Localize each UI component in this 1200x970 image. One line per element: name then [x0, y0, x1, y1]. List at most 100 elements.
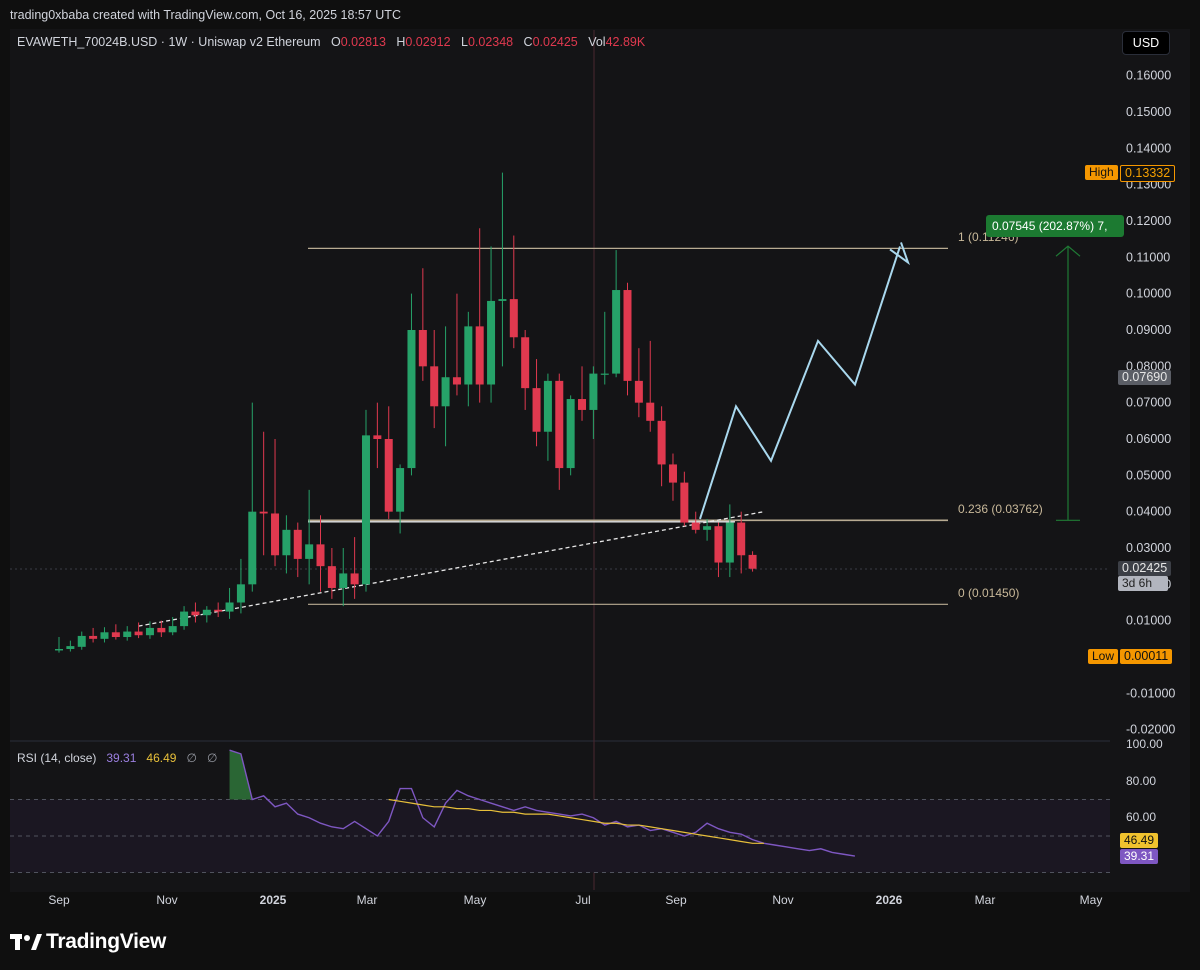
price-axis-label: 0.09000 — [1126, 323, 1171, 337]
candle-body — [66, 646, 75, 650]
candle-body — [77, 635, 86, 647]
time-axis-label: Nov — [156, 893, 177, 907]
rsi-ma-tag: 46.49 — [1120, 833, 1159, 848]
candle-body — [282, 529, 291, 556]
high-value: 0.02912 — [405, 35, 451, 49]
close-label: C — [523, 35, 533, 49]
price-axis-label: 0.16000 — [1126, 69, 1171, 83]
fib-label-0: 0 (0.01450) — [958, 586, 1020, 600]
candle-body — [509, 299, 518, 338]
price-axis-label: -0.02000 — [1126, 723, 1175, 737]
candle-body — [589, 373, 598, 410]
time-axis-label: Sep — [665, 893, 687, 907]
projection-line — [699, 246, 901, 520]
price-axis-label: 0.06000 — [1126, 432, 1171, 446]
candle-body — [180, 611, 189, 627]
measure-arrowhead — [1055, 245, 1081, 257]
candle-body — [384, 439, 393, 512]
candle-body — [202, 609, 211, 616]
high-price-tag: 0.13332 — [1120, 165, 1176, 182]
time-axis-label: May — [1080, 893, 1103, 907]
currency-button[interactable]: USD — [1122, 31, 1170, 55]
rsi-value-tag: 39.31 — [1120, 849, 1159, 864]
rsi-ma-line — [388, 798, 764, 844]
candle-body — [668, 464, 677, 483]
marker-price-tag: 0.07690 — [1118, 370, 1172, 385]
candle-body — [100, 632, 109, 639]
candle-body — [316, 544, 325, 567]
candle-body — [145, 627, 154, 636]
candle-body — [475, 326, 484, 385]
fib-label-0236: 0.236 (0.03762) — [958, 502, 1043, 516]
rsi-na-2: ∅ — [206, 751, 218, 765]
volume-value: 42.89 — [605, 35, 637, 49]
candle-body — [430, 366, 439, 407]
candle-body — [248, 511, 257, 585]
candle-body — [566, 399, 575, 469]
time-axis-label: 2025 — [260, 893, 287, 907]
volume-label: Vol — [588, 35, 606, 49]
candle-body — [441, 377, 450, 407]
chart-frame — [10, 29, 1190, 892]
price-axis-label: 0.10000 — [1126, 287, 1171, 301]
rsi-legend: RSI (14, close) 39.31 46.49 ∅ ∅ — [17, 751, 217, 765]
candle-body — [487, 300, 496, 385]
candle-body — [407, 330, 416, 469]
branding-text: TradingView — [46, 930, 167, 953]
rsi-na-1: ∅ — [186, 751, 197, 765]
candle-body — [339, 573, 348, 588]
fib-retracement[interactable] — [308, 247, 948, 605]
dashed-trendline — [138, 511, 765, 627]
candle-body — [725, 522, 734, 563]
low-value: 0.02348 — [467, 35, 514, 49]
symbol-title[interactable]: EVAWETH_70024B.USD · 1W · Uniswap v2 Eth… — [17, 35, 321, 49]
projection-path[interactable] — [699, 242, 910, 520]
candle-body — [123, 631, 132, 638]
price-range-measure[interactable] — [1055, 245, 1081, 521]
time-axis-label: Mar — [357, 893, 378, 907]
candle-body — [737, 522, 746, 556]
candle-body — [271, 513, 280, 556]
open-label: O — [331, 35, 341, 49]
rsi-title[interactable]: RSI (14, close) — [17, 751, 97, 765]
candle-body — [89, 635, 98, 639]
price-axis-label: 0.15000 — [1126, 105, 1171, 119]
price-axis-label: -0.01000 — [1126, 686, 1175, 700]
price-axis-label: 0.03000 — [1126, 541, 1171, 555]
rsi-band — [10, 799, 1110, 873]
candle-body — [703, 526, 712, 530]
rsi-value: 39.31 — [106, 751, 137, 765]
candle-body — [418, 330, 427, 367]
trendline[interactable] — [138, 511, 765, 627]
candle-body — [498, 299, 507, 301]
low-label: L — [460, 35, 468, 49]
price-axis-label: 0.05000 — [1126, 468, 1171, 482]
rsi-line — [229, 749, 856, 857]
candle-body — [555, 380, 564, 469]
candle-body — [111, 632, 120, 638]
candle-body — [657, 420, 666, 465]
candle-body — [578, 399, 587, 410]
candle-body — [464, 326, 473, 385]
tradingview-logo-icon — [10, 934, 42, 950]
candle-body — [452, 377, 461, 385]
candle-body — [646, 402, 655, 421]
candle-body — [168, 626, 177, 633]
low-tag: Low — [1088, 649, 1119, 664]
candle-body — [748, 554, 757, 569]
close-value: 0.02425 — [532, 35, 578, 49]
time-axis[interactable]: Sep Nov 2025 Mar May Jul Sep Nov 2026 Mar May — [48, 893, 1102, 907]
candle-body — [134, 631, 143, 636]
candle-body — [293, 529, 302, 559]
legend-row: EVAWETH_70024B.USD · 1W · Uniswap v2 Eth… — [17, 35, 645, 49]
price-axis-label: 0.01000 — [1126, 614, 1171, 628]
countdown-tag: 3d 6h — [1118, 576, 1168, 591]
rsi-axis-100: 100.00 — [1126, 737, 1163, 751]
branding[interactable]: TradingView — [10, 930, 166, 954]
high-tag: High — [1085, 165, 1118, 180]
candle-body — [714, 526, 723, 563]
candle-body — [361, 435, 370, 585]
candle-body — [305, 544, 314, 559]
rsi-ma-value: 46.49 — [146, 751, 177, 765]
